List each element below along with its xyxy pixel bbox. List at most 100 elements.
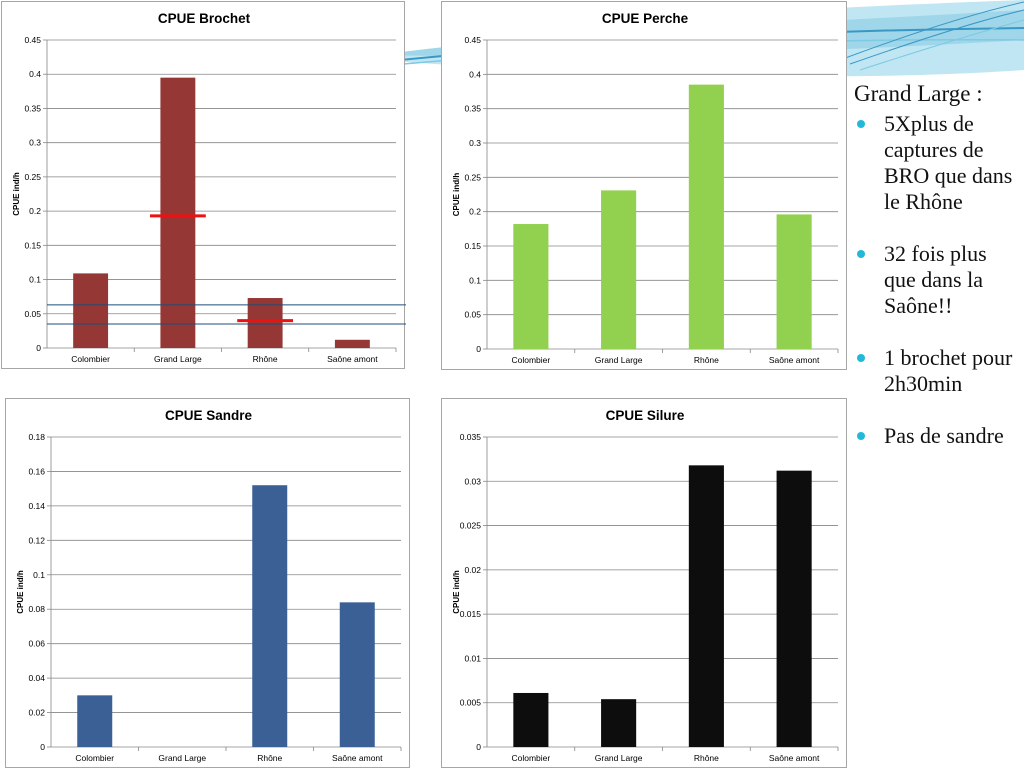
y-axis-title: CPUE ind/h xyxy=(452,570,461,614)
x-tick-label: Rhône xyxy=(694,355,719,365)
y-tick-label: 0.02 xyxy=(464,565,481,575)
bullet-dot-icon xyxy=(857,354,865,362)
list-item: 1 brochet pour 2h30min xyxy=(848,345,1018,397)
bar-saone-amont xyxy=(776,470,812,747)
chart-title: CPUE Silure xyxy=(606,408,685,423)
x-tick-label: Colombier xyxy=(512,355,551,365)
y-tick-label: 0 xyxy=(40,742,45,752)
y-tick-label: 0.1 xyxy=(469,275,481,285)
list-item: 32 fois plus que dans la Saône!! xyxy=(848,241,1018,319)
chart-panel-brochet: CPUE Brochet 0 0.05 0.1 0.15 0.2 0.25 0.3 0.35 0.… xyxy=(1,1,406,369)
y-tick-label: 0.3 xyxy=(29,138,41,148)
bar-colombier xyxy=(73,273,109,348)
y-tick-label: 0.4 xyxy=(469,69,481,79)
y-tick-label: 0.01 xyxy=(464,653,481,663)
x-tick-label: Grand Large xyxy=(595,355,643,365)
y-tick-label: 0 xyxy=(476,344,481,354)
bullet-text: 5Xplus de captures de BRO que dans le Rh… xyxy=(884,111,1013,214)
y-tick-label: 0.35 xyxy=(24,103,41,113)
chart-silure: CPUE Silure 0 0.005 0.01 0.015 0.02 0.025 0.03 0… xyxy=(452,408,839,763)
y-tick-label: 0.15 xyxy=(24,240,41,250)
x-tick-label: Rhône xyxy=(253,354,278,364)
y-tick-label: 0.1 xyxy=(29,275,41,285)
bar-rhone xyxy=(247,298,283,348)
y-tick-label: 0.015 xyxy=(460,609,482,619)
y-axis-title: CPUE ind/h xyxy=(16,570,25,614)
y-tick-label: 0.4 xyxy=(29,69,41,79)
y-tick-label: 0.05 xyxy=(24,309,41,319)
chart-title: CPUE Perche xyxy=(602,11,689,26)
chart-perche: CPUE Perche 0 0.05 0.1 0.15 0.2 0.25 0.3 0.35 0.4… xyxy=(452,11,839,365)
y-tick-label: 0.16 xyxy=(28,466,45,476)
y-tick-label: 0.035 xyxy=(460,432,482,442)
y-tick-label: 0.25 xyxy=(464,172,481,182)
bullet-text: 32 fois plus que dans la Saône!! xyxy=(884,241,987,318)
bar-rhone xyxy=(688,465,724,747)
y-axis-title: CPUE ind/h xyxy=(452,173,461,217)
bar-grand-large xyxy=(601,699,637,747)
bar-rhone xyxy=(252,485,288,747)
y-tick-label: 0.35 xyxy=(464,104,481,114)
y-tick-label: 0.03 xyxy=(464,476,481,486)
x-tick-label: Grand Large xyxy=(595,753,643,763)
y-tick-label: 0.12 xyxy=(28,535,45,545)
x-tick-label: Rhône xyxy=(257,753,282,763)
bar-saone-amont xyxy=(339,602,375,747)
chart-sandre: CPUE Sandre 0 0.02 0.04 0.06 0.08 0.1 0.12 0.14 0… xyxy=(16,408,402,763)
bar-colombier xyxy=(77,695,113,747)
list-item: 5Xplus de captures de BRO que dans le Rh… xyxy=(848,111,1018,215)
x-tick-label: Rhône xyxy=(694,753,719,763)
bar-colombier xyxy=(513,224,549,349)
bullet-text: Pas de sandre xyxy=(884,423,1004,448)
commentary-heading: Grand Large : xyxy=(854,81,983,106)
bar-saone-amont xyxy=(776,214,812,349)
y-tick-label: 0.2 xyxy=(469,207,481,217)
y-tick-label: 0.005 xyxy=(460,698,482,708)
bullet-dot-icon xyxy=(857,120,865,128)
bar-saone-amont xyxy=(334,339,370,348)
bullet-text: 1 brochet pour 2h30min xyxy=(884,345,1013,396)
commentary-list: 5Xplus de captures de BRO que dans le Rh… xyxy=(848,111,1018,449)
chart-title: CPUE Sandre xyxy=(165,408,253,423)
y-tick-label: 0.02 xyxy=(28,708,45,718)
y-tick-label: 0.15 xyxy=(464,241,481,251)
commentary-panel: Grand Large : 5Xplus de captures de BRO … xyxy=(848,80,1018,475)
x-tick-label: Grand Large xyxy=(158,753,206,763)
y-axis-title: CPUE ind/h xyxy=(12,172,21,216)
x-tick-label: Saône amont xyxy=(332,753,383,763)
x-tick-label: Saône amont xyxy=(327,354,378,364)
y-tick-label: 0 xyxy=(36,343,41,353)
chart-title: CPUE Brochet xyxy=(158,11,251,26)
x-tick-label: Saône amont xyxy=(769,753,820,763)
x-tick-label: Colombier xyxy=(75,753,114,763)
x-tick-label: Saône amont xyxy=(769,355,820,365)
x-tick-label: Grand Large xyxy=(154,354,202,364)
y-tick-label: 0.2 xyxy=(29,206,41,216)
y-tick-label: 0.05 xyxy=(464,310,481,320)
y-tick-label: 0.3 xyxy=(469,138,481,148)
y-tick-label: 0 xyxy=(476,742,481,752)
y-tick-label: 0.1 xyxy=(33,570,45,580)
y-tick-label: 0.45 xyxy=(24,35,41,45)
y-tick-label: 0.14 xyxy=(28,501,45,511)
x-tick-label: Colombier xyxy=(512,753,551,763)
y-tick-label: 0.08 xyxy=(28,604,45,614)
y-tick-label: 0.45 xyxy=(464,35,481,45)
list-item: Pas de sandre xyxy=(848,423,1018,449)
y-tick-label: 0.18 xyxy=(28,432,45,442)
chart-panel-perche: CPUE Perche 0 0.05 0.1 0.15 0.2 0.25 0.3 0.35 0.4… xyxy=(441,1,847,370)
y-tick-label: 0.04 xyxy=(28,673,45,683)
x-tick-label: Colombier xyxy=(71,354,110,364)
bullet-dot-icon xyxy=(857,432,865,440)
bar-grand-large xyxy=(160,77,196,349)
bullet-dot-icon xyxy=(857,250,865,258)
y-tick-label: 0.25 xyxy=(24,172,41,182)
y-tick-label: 0.06 xyxy=(28,639,45,649)
bar-grand-large xyxy=(601,190,637,349)
bar-colombier xyxy=(513,692,549,747)
y-tick-label: 0.025 xyxy=(460,521,482,531)
chart-panel-silure: CPUE Silure 0 0.005 0.01 0.015 0.02 0.025 0.03 0… xyxy=(441,398,847,768)
chart-panel-sandre: CPUE Sandre 0 0.02 0.04 0.06 0.08 0.1 0.12 0.14 0… xyxy=(5,398,410,768)
chart-brochet: CPUE Brochet 0 0.05 0.1 0.15 0.2 0.25 0.3 0.35 0.… xyxy=(12,11,406,364)
bar-rhone xyxy=(688,84,724,349)
